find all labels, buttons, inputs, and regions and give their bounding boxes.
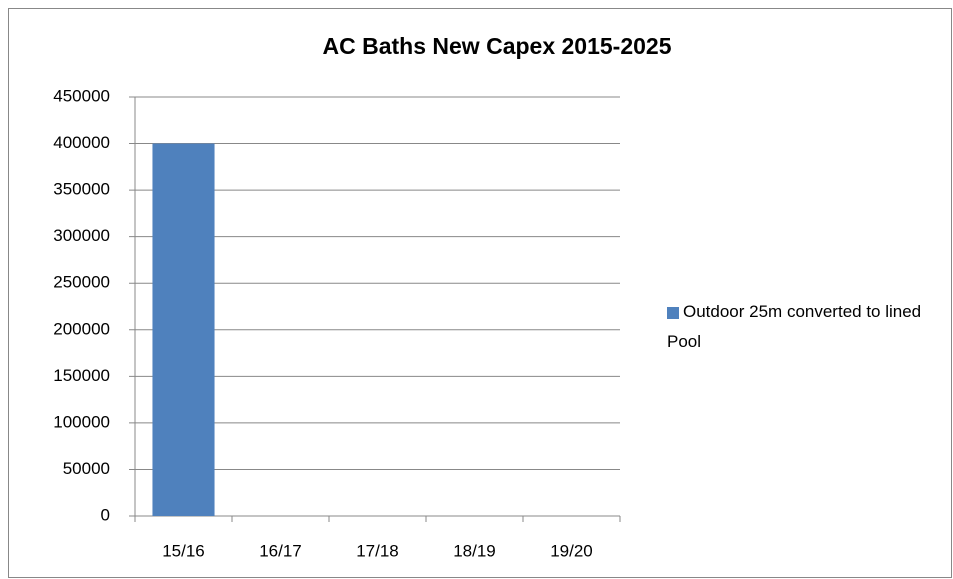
- y-tick-label: 50000: [63, 459, 110, 478]
- legend-label: Outdoor 25m converted to lined Pool: [667, 302, 921, 351]
- chart-frame: [8, 8, 952, 578]
- y-tick-label: 450000: [53, 86, 110, 105]
- chart-title: AC Baths New Capex 2015-2025: [323, 33, 672, 59]
- y-tick-label: 400000: [53, 133, 110, 152]
- y-tick-label: 200000: [53, 319, 110, 338]
- y-tick-label: 150000: [53, 366, 110, 385]
- y-tick-label: 300000: [53, 226, 110, 245]
- bar: [152, 143, 215, 517]
- x-tick-label: 18/19: [453, 541, 496, 560]
- y-tick-label: 350000: [53, 180, 110, 199]
- x-tick-label: 15/16: [162, 541, 205, 560]
- x-tick-label: 16/17: [259, 541, 302, 560]
- y-tick-label: 250000: [53, 273, 110, 292]
- x-tick-label: 17/18: [356, 541, 399, 560]
- y-tick-label: 100000: [53, 412, 110, 431]
- legend-swatch: [667, 307, 679, 319]
- y-tick-label: 0: [101, 505, 110, 524]
- x-tick-label: 19/20: [550, 541, 593, 560]
